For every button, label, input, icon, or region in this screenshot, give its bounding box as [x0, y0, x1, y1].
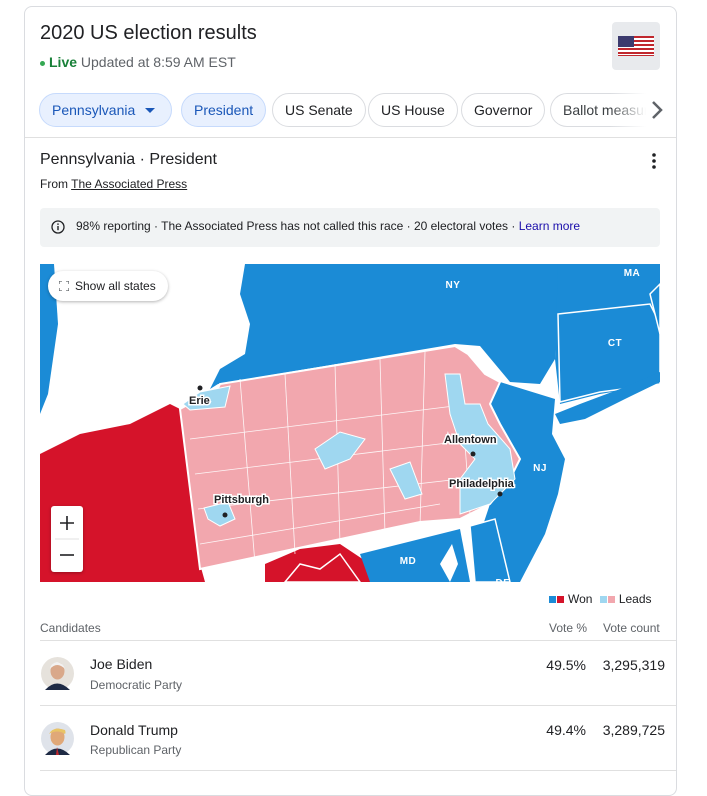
- state-label: CT: [608, 338, 622, 349]
- flag-button[interactable]: [612, 22, 660, 70]
- state-label: MA: [624, 268, 641, 279]
- divider: [40, 705, 676, 706]
- map: NY MA CT NJ MD DE Erie Allentown Philade…: [40, 264, 660, 582]
- info-icon: [51, 220, 65, 234]
- col-header: Candidates: [40, 621, 101, 635]
- state-label: NY: [446, 280, 461, 291]
- legend-won: Won: [568, 592, 593, 606]
- city-label: Pittsburgh: [214, 494, 269, 506]
- notice-text: 98% reporting · The Associated Press has…: [76, 219, 580, 233]
- zoom-controls: [51, 506, 83, 572]
- candidate-name: Joe Biden: [90, 656, 153, 672]
- source-prefix: From: [40, 177, 68, 191]
- city-label: Allentown: [444, 434, 497, 446]
- vote-count: 3,289,725: [602, 722, 665, 738]
- status-line: Live Updated at 8:59 AM EST: [40, 54, 236, 70]
- tab[interactable]: Governor: [461, 93, 546, 127]
- divider: [40, 770, 676, 771]
- race-title: Pennsylvania · President: [40, 151, 217, 168]
- us-flag: [618, 36, 654, 56]
- divider: [40, 640, 676, 641]
- col-header: Vote count: [603, 621, 660, 635]
- state-label: DE: [496, 578, 511, 582]
- legend: Won Leads: [549, 592, 652, 606]
- avatar: [41, 657, 74, 690]
- live-dot: [40, 60, 45, 66]
- state-label: NJ: [533, 463, 547, 474]
- vote-percent: 49.5%: [546, 657, 586, 673]
- state-label: MD: [400, 556, 417, 567]
- live: Live: [49, 54, 78, 70]
- vote-count: 3,295,319: [602, 657, 665, 673]
- source-link[interactable]: The Associated Press: [71, 177, 188, 191]
- party: Democratic Party: [90, 678, 183, 692]
- tab-label: Pennsylvania: [52, 102, 136, 118]
- swatch: [607, 596, 615, 603]
- swatch: [557, 596, 564, 603]
- show-all-states[interactable]: Show all states: [48, 271, 168, 301]
- notice: 98% reporting · The Associated Press has…: [40, 208, 660, 247]
- city-label: Erie: [189, 395, 210, 407]
- party: Republican Party: [90, 743, 182, 757]
- learn-more[interactable]: Learn more: [518, 219, 581, 233]
- source-line: From The Associated Press: [40, 177, 187, 191]
- swatch: [599, 596, 607, 603]
- notice-body: 98% reporting · The Associated Press has…: [76, 219, 516, 233]
- title: 2020 US election results: [40, 22, 257, 44]
- col-header: Vote %: [549, 621, 588, 635]
- show-all-label: Show all states: [75, 279, 156, 293]
- tab[interactable]: US House: [368, 93, 458, 127]
- state-dropdown[interactable]: Pennsylvania: [39, 93, 172, 127]
- tab[interactable]: President: [181, 93, 267, 127]
- candidate-name: Donald Trump: [90, 722, 178, 738]
- avatar: [41, 722, 74, 755]
- vote-percent: 49.4%: [546, 722, 586, 738]
- more-menu[interactable]: [648, 152, 660, 170]
- legend-leads: Leads: [618, 592, 652, 606]
- city-label: Philadelphia: [449, 478, 515, 490]
- swatch: [549, 596, 556, 603]
- updated: Updated at 8:59 AM EST: [80, 54, 236, 70]
- dropdown-arrow: [145, 108, 155, 113]
- zoom-icons: [55, 516, 79, 556]
- expand-icon: [59, 281, 69, 291]
- scroll-right[interactable]: [650, 100, 666, 120]
- tab[interactable]: US Senate: [272, 93, 366, 127]
- divider: [25, 137, 676, 138]
